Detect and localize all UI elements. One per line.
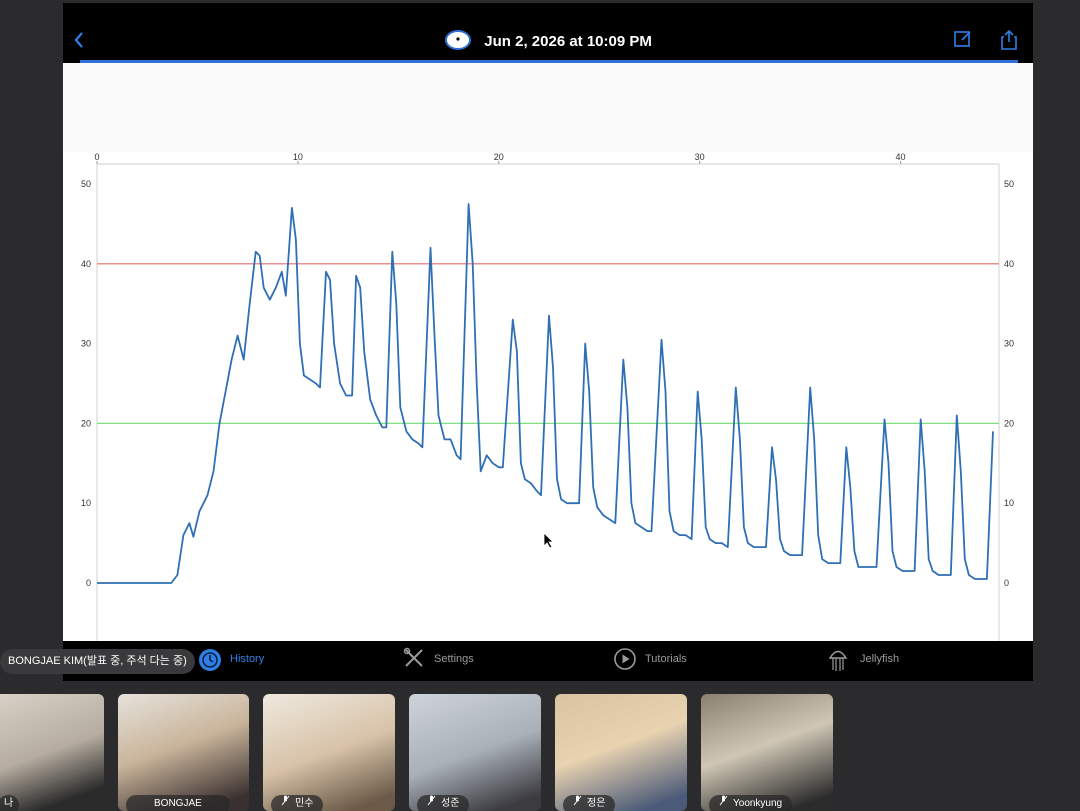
y-tick-label-left: 0 — [86, 578, 91, 588]
x-tick-label: 40 — [896, 152, 906, 162]
y-tick-label-right: 50 — [1004, 179, 1014, 189]
presenter-badge: BONGJAE KIM(발표 중, 주석 다는 중) — [0, 649, 195, 674]
title: Jun 2, 2026 at 10:09 PM — [63, 29, 1033, 55]
y-tick-label-right: 20 — [1004, 418, 1014, 428]
participant-name-pill: BONGJAE — [126, 795, 230, 811]
mic-off-icon — [281, 795, 290, 811]
participant-name: 성준 — [441, 798, 460, 809]
participant-strip: 나 BONGJAE 민수 성준 정은 Yoonkyung — [0, 694, 1080, 811]
y-tick-label-right: 30 — [1004, 339, 1014, 349]
participant-name: 정은 — [587, 798, 606, 809]
participant-tile[interactable]: 정은 — [555, 694, 687, 811]
series-line — [97, 203, 994, 584]
tab-history[interactable] — [197, 647, 223, 678]
page-title: Jun 2, 2026 at 10:09 PM — [484, 32, 652, 50]
tab-tutorials[interactable] — [613, 647, 637, 676]
participant-tile[interactable]: BONGJAE — [118, 694, 249, 811]
chevron-left-icon — [74, 32, 83, 48]
y-tick-label-left: 10 — [81, 498, 91, 508]
y-tick-label-left: 40 — [81, 259, 91, 269]
y-tick-label-right: 10 — [1004, 498, 1014, 508]
participant-name: 나 — [0, 795, 20, 811]
participant-tile[interactable]: 민수 — [263, 694, 395, 811]
tools-icon — [403, 647, 423, 667]
participant-name-pill: Yoonkyung — [709, 795, 793, 811]
jellyfish-icon — [828, 650, 848, 671]
x-tick-label: 30 — [695, 152, 705, 162]
edit-button[interactable] — [953, 29, 973, 54]
mic-off-icon — [427, 795, 436, 811]
tab-jellyfish-label[interactable]: Jellyfish — [860, 653, 900, 665]
tab-bar: History Settings Tutorials Jellyfish — [63, 641, 1033, 681]
participant-name-pill: 정은 — [563, 795, 616, 811]
participant-name-pill: 성준 — [417, 795, 470, 811]
y-tick-label-left: 20 — [81, 418, 91, 428]
tab-jellyfish[interactable] — [828, 647, 848, 678]
tab-settings[interactable] — [403, 647, 425, 674]
participant-tile[interactable]: 성준 — [409, 694, 541, 811]
share-button[interactable] — [999, 29, 1019, 56]
y-tick-label-right: 40 — [1004, 259, 1014, 269]
y-tick-label-left: 50 — [81, 179, 91, 189]
nav-bar: Jun 2, 2026 at 10:09 PM — [63, 3, 1033, 61]
participant-name: Yoonkyung — [733, 798, 783, 809]
summary-area — [63, 63, 1033, 152]
tab-settings-label[interactable]: Settings — [434, 653, 474, 665]
edit-icon — [954, 31, 971, 47]
participant-name: 민수 — [295, 798, 314, 809]
progress-line — [80, 60, 1018, 63]
tab-tutorials-label[interactable]: Tutorials — [645, 653, 687, 665]
clock-icon — [199, 649, 221, 671]
chart-area: 0 10 20 30 40 50 40 30 20 10 0 50 40 30 20 10 0 — [63, 152, 1033, 641]
tab-history-label[interactable]: History — [230, 653, 265, 665]
mic-off-icon — [719, 795, 728, 811]
x-tick-label: 20 — [494, 152, 504, 162]
y-tick-label-right: 0 — [1004, 578, 1009, 588]
participant-name-pill: 민수 — [271, 795, 324, 811]
play-icon — [614, 648, 636, 670]
app-window: Jun 2, 2026 at 10:09 PM 0 10 20 30 40 50 40 30 2… — [63, 3, 1033, 681]
device-icon — [444, 29, 472, 55]
mic-off-icon — [573, 795, 582, 811]
line-chart: 0 10 20 30 40 50 40 30 20 10 0 50 40 30 20 10 0 — [81, 152, 1014, 641]
participant-name: BONGJAE — [154, 798, 202, 809]
back-button[interactable] — [73, 30, 85, 56]
x-tick-label: 10 — [293, 152, 303, 162]
participant-tile[interactable]: Yoonkyung — [701, 694, 833, 811]
participant-tile[interactable]: 나 — [0, 694, 104, 811]
mouse-cursor-icon — [543, 532, 554, 549]
share-icon — [1001, 29, 1017, 50]
y-tick-label-left: 30 — [81, 339, 91, 349]
x-tick-label: 0 — [94, 152, 99, 162]
